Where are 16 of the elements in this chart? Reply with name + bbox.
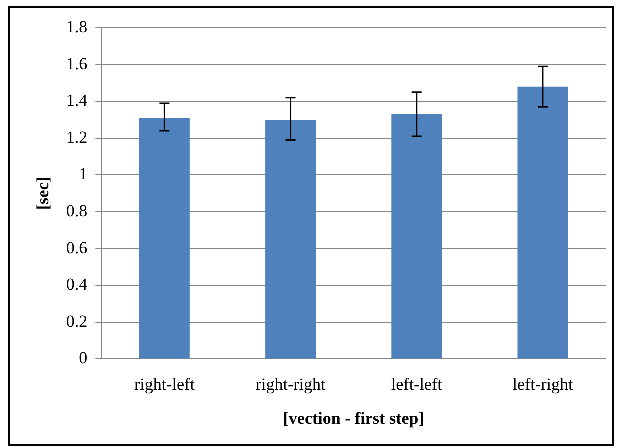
y-axis-title: [sec] <box>34 177 53 210</box>
y-tick-label: 1.2 <box>66 128 88 147</box>
x-axis-title: [vection - first step] <box>283 409 424 428</box>
x-tick-label: left-left <box>391 374 443 394</box>
y-tick-label: 0 <box>79 348 88 368</box>
y-tick-label: 1 <box>79 164 88 184</box>
y-tick-label: 0.4 <box>66 275 88 294</box>
y-tick-label: 0.2 <box>66 312 88 331</box>
y-tick-label: 1.6 <box>66 54 88 74</box>
x-tick-label: right-right <box>256 374 326 394</box>
y-tick-label: 1.8 <box>66 17 88 36</box>
x-tick-label: left-right <box>512 374 574 394</box>
y-tick-label: 1.4 <box>66 91 88 110</box>
y-tick-label: 0.8 <box>66 201 88 220</box>
x-tick-label: right-left <box>134 374 196 394</box>
y-tick-label: 0.6 <box>66 238 88 258</box>
